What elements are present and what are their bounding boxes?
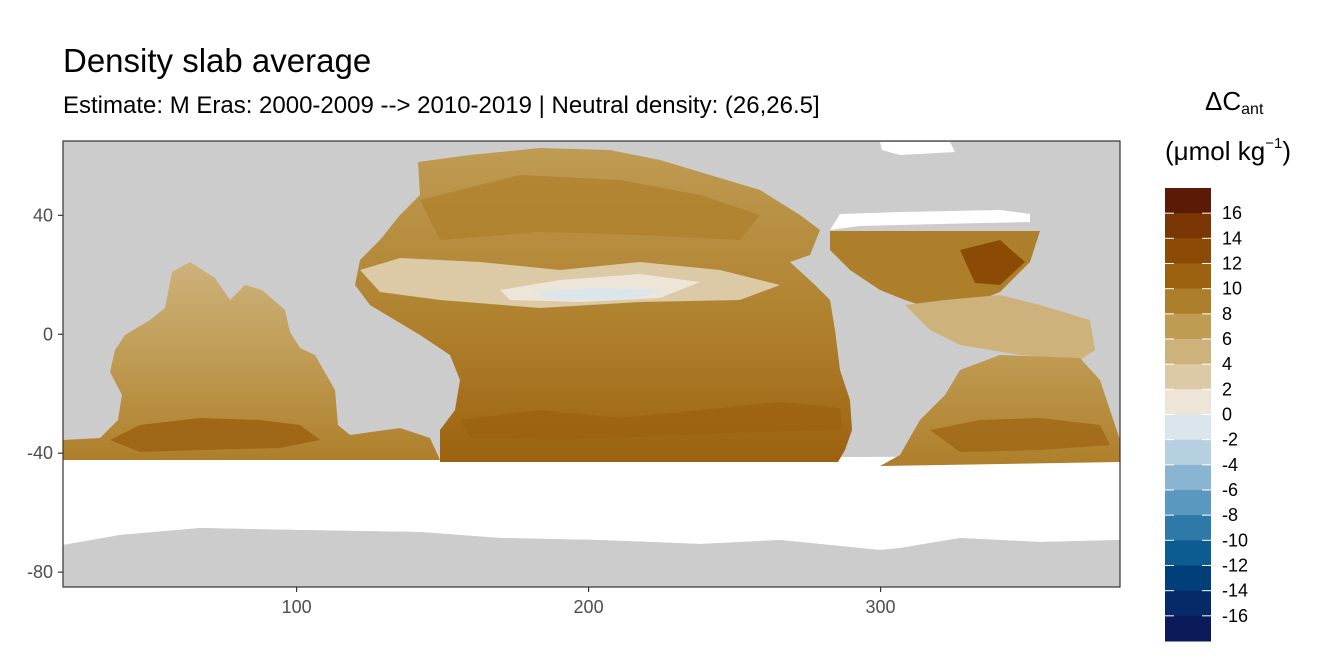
legend-label: -6 bbox=[1222, 480, 1238, 500]
legend-swatch bbox=[1165, 464, 1211, 491]
legend-swatch bbox=[1165, 590, 1211, 617]
legend-label: -2 bbox=[1222, 430, 1238, 450]
panel-border bbox=[62, 140, 1121, 588]
legend-label: 12 bbox=[1222, 254, 1242, 274]
south-pacific-dark-band bbox=[460, 402, 842, 440]
legend-label: 10 bbox=[1222, 279, 1242, 299]
color-legend: 16 14 12 10 8 6 4 2 0 -2 -4 -6 -8 -10 -12 -14 -16 bbox=[1165, 188, 1248, 642]
x-tick-label: 100 bbox=[282, 597, 312, 617]
chart-subtitle: Estimate: M Eras: 2000-2009 --> 2010-201… bbox=[63, 92, 820, 119]
legend-swatch bbox=[1165, 515, 1211, 541]
tropical-atlantic bbox=[905, 295, 1095, 360]
indian-south-band bbox=[110, 418, 320, 452]
y-tick-label: -80 bbox=[27, 562, 53, 582]
legend-label: -10 bbox=[1222, 530, 1248, 550]
legend-swatch bbox=[1165, 490, 1211, 516]
legend-swatch bbox=[1165, 414, 1211, 441]
legend-label: 6 bbox=[1222, 329, 1232, 349]
legend-swatch bbox=[1165, 238, 1211, 264]
legend-swatch bbox=[1165, 364, 1211, 390]
legend-swatch bbox=[1165, 188, 1211, 214]
south-atlantic-dark bbox=[930, 418, 1110, 452]
legend-swatch bbox=[1165, 313, 1211, 340]
legend-swatch bbox=[1165, 615, 1211, 642]
legend-label: -8 bbox=[1222, 505, 1238, 525]
equatorial-blue-patch bbox=[530, 288, 660, 300]
legend-label: 16 bbox=[1222, 203, 1242, 223]
legend-label: -16 bbox=[1222, 606, 1248, 626]
legend-swatch bbox=[1165, 263, 1211, 290]
legend-unit: (μmol kg−1) bbox=[1165, 135, 1291, 166]
hudson-nodata bbox=[880, 142, 955, 155]
legend-label: -14 bbox=[1222, 581, 1248, 601]
chart-title: Density slab average bbox=[63, 42, 372, 79]
legend-label: 0 bbox=[1222, 405, 1232, 425]
legend-swatch bbox=[1165, 565, 1211, 592]
legend-label: 2 bbox=[1222, 379, 1232, 399]
southern-ocean-nodata bbox=[63, 456, 1120, 550]
indian-ocean-region bbox=[63, 262, 440, 460]
legend-label: 14 bbox=[1222, 228, 1242, 248]
arctic-nodata bbox=[830, 210, 1030, 230]
legend-swatch bbox=[1165, 288, 1211, 315]
legend-swatch bbox=[1165, 339, 1211, 365]
legend-label: -12 bbox=[1222, 556, 1248, 576]
x-tick-label: 300 bbox=[866, 597, 896, 617]
y-tick-label: 40 bbox=[33, 205, 53, 225]
legend-swatch bbox=[1165, 213, 1211, 239]
north-pacific-band bbox=[420, 175, 760, 240]
legend-title: ΔCant bbox=[1205, 86, 1264, 118]
y-tick-label: -40 bbox=[27, 443, 53, 463]
y-tick-label: 0 bbox=[43, 324, 53, 344]
legend-swatch bbox=[1165, 439, 1211, 466]
legend-swatch bbox=[1165, 389, 1211, 415]
legend-swatch bbox=[1165, 540, 1211, 566]
legend-label: -4 bbox=[1222, 455, 1238, 475]
legend-label: 8 bbox=[1222, 304, 1232, 324]
x-tick-label: 200 bbox=[574, 597, 604, 617]
legend-label: 4 bbox=[1222, 354, 1232, 374]
antarctica bbox=[63, 528, 1120, 587]
north-atlantic-dark bbox=[960, 240, 1025, 285]
